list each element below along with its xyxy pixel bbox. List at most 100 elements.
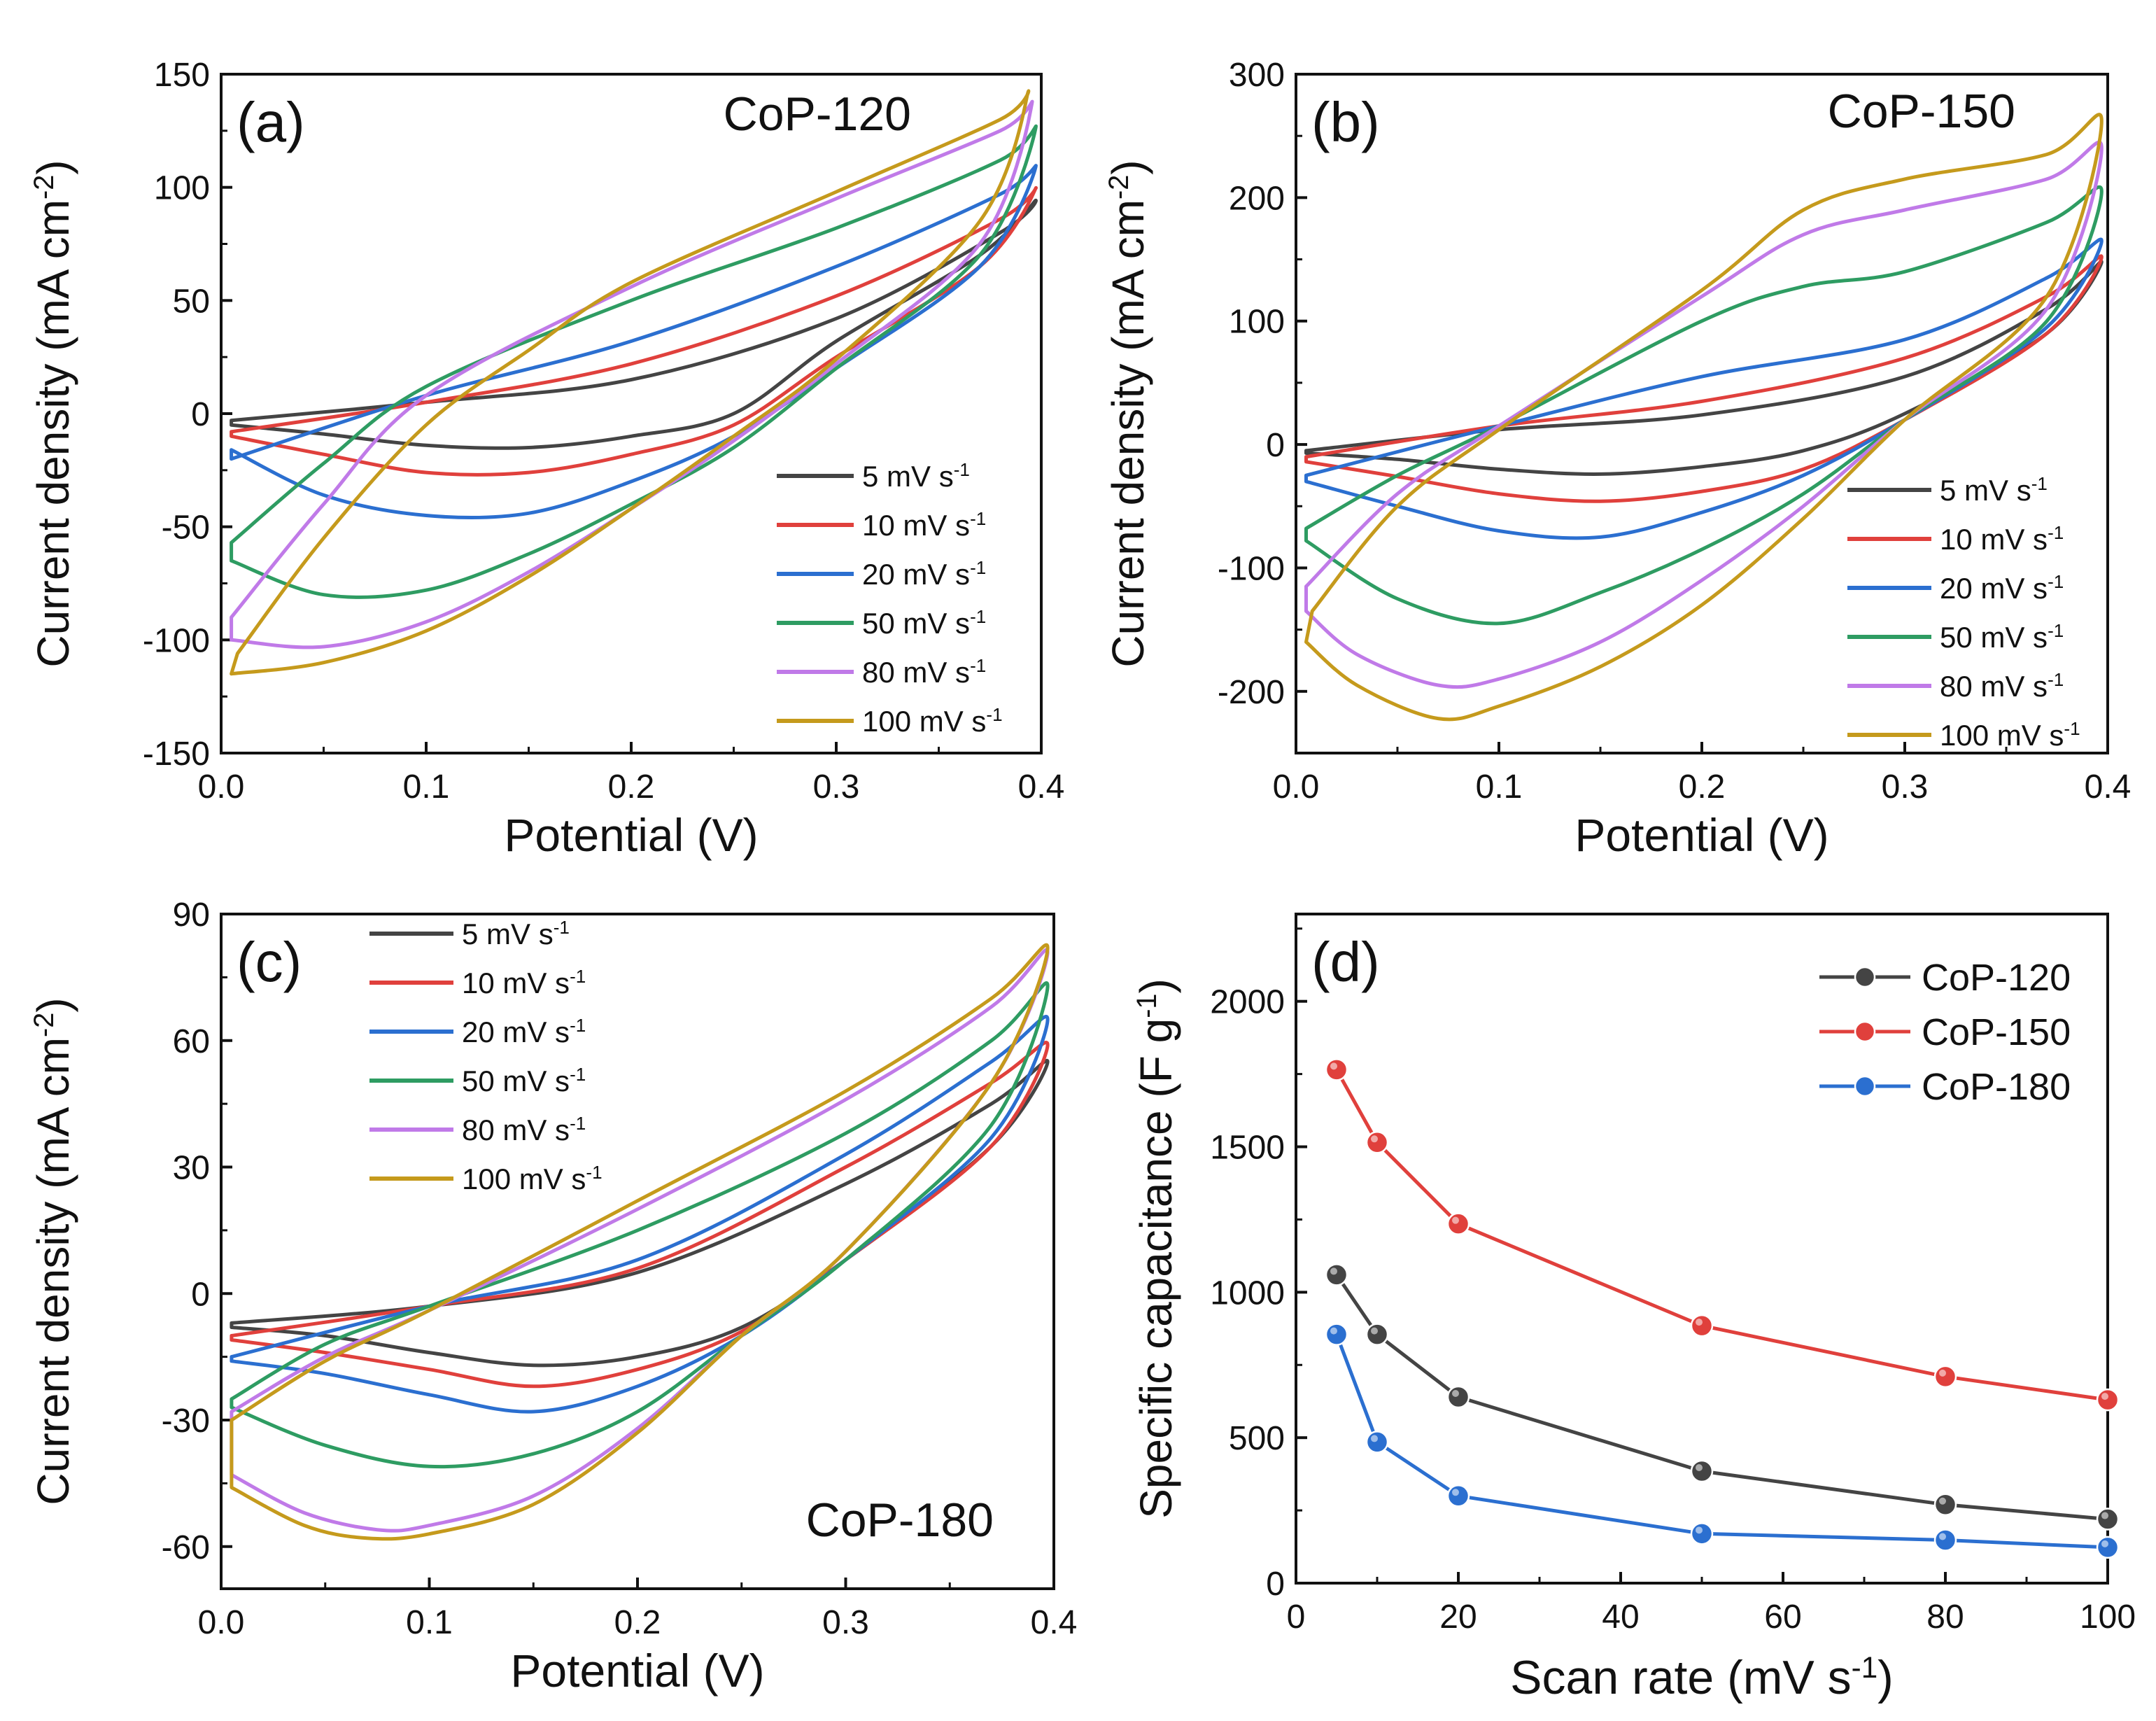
- data-point: [1446, 1385, 1470, 1409]
- legend-label: 100 mV s-1: [462, 1162, 603, 1195]
- cv-curve-10-mV-s: [230, 1041, 1050, 1389]
- y-axis-label-part: ): [1131, 978, 1181, 993]
- panel-c: 0.0 0.1 0.2 0.3 0.4 -60 -30 0 30 60 90 Potential (V…: [28, 897, 1077, 1697]
- data-point-highlight: [2101, 1512, 2108, 1519]
- legend-label-part: 10 mV s: [1940, 523, 2048, 556]
- y-axis-label: Current density (mA cm-2): [28, 160, 78, 667]
- data-point: [1446, 1212, 1470, 1235]
- x-axis-label: Scan rate (mV s-1): [1510, 1651, 1894, 1705]
- legend-label: 20 mV s-1: [1940, 571, 2064, 605]
- legend-marker: [1854, 1075, 1876, 1097]
- y-axis-label-part: Current density (mA cm: [28, 1037, 78, 1505]
- series-line: [1334, 1333, 2108, 1550]
- x-tick-label: 0.1: [1476, 768, 1523, 806]
- panel-label: (d): [1311, 931, 1380, 993]
- legend-label: 100 mV s-1: [1940, 718, 2080, 752]
- data-point: [1690, 1459, 1714, 1483]
- legend-label: 10 mV s-1: [862, 508, 986, 542]
- legend-label-superscript: -1: [2031, 473, 2048, 494]
- y-tick-label: 1000: [1210, 1274, 1285, 1312]
- data-point-highlight: [1330, 1267, 1337, 1275]
- data-point-highlight: [1696, 1319, 1703, 1326]
- cv-curve-100-mV-s: [230, 943, 1050, 1541]
- data-point: [1933, 1365, 1957, 1389]
- data-point: [1446, 1484, 1470, 1508]
- y-tick-label: 60: [173, 1023, 210, 1060]
- data-point: [1365, 1131, 1389, 1154]
- x-axis-label: Potential (V): [504, 809, 758, 861]
- x-tick-label: 20: [1439, 1599, 1477, 1636]
- x-tick-label: 0.1: [403, 768, 450, 806]
- legend-label: 20 mV s-1: [862, 557, 986, 591]
- cv-curve-20-mV-s: [230, 164, 1038, 520]
- legend-label-superscript: -1: [586, 1162, 602, 1183]
- x-tick-label: 0.3: [1882, 768, 1929, 806]
- legend-label-part: 5 mV s: [862, 460, 954, 493]
- data-point-highlight: [1452, 1216, 1459, 1224]
- legend-label-part: 50 mV s: [862, 607, 970, 640]
- cv-curve-20-mV-s: [230, 1015, 1050, 1414]
- legend-label-superscript: -1: [570, 966, 586, 987]
- x-axis-label: Potential (V): [510, 1645, 764, 1697]
- legend-marker: [1854, 966, 1876, 988]
- cv-curve-100-mV-s: [230, 89, 1031, 676]
- legend-label: 80 mV s-1: [1940, 669, 2064, 703]
- x-tick-label: 0.1: [406, 1604, 453, 1641]
- legend-label-superscript: -1: [570, 1064, 586, 1085]
- y-axis-label-superscript: -2: [29, 1013, 59, 1037]
- y-axis-label-part: ): [1103, 160, 1153, 174]
- x-axis-label-part: Scan rate (mV s: [1510, 1651, 1852, 1704]
- y-tick-label: 0: [191, 1276, 210, 1313]
- legend-marker: [1854, 1020, 1876, 1043]
- legend-label-part: 80 mV s: [462, 1114, 570, 1146]
- cv-curve-50-mV-s: [1304, 185, 2104, 626]
- legend-label: 10 mV s-1: [462, 966, 586, 999]
- legend-label-superscript: -1: [970, 508, 986, 529]
- legend-label-part: 20 mV s: [462, 1016, 570, 1048]
- data-point-highlight: [1939, 1369, 1946, 1377]
- y-axis-label-superscript: -1: [1132, 994, 1162, 1018]
- legend-label: 5 mV s-1: [462, 917, 570, 950]
- legend-label: 5 mV s-1: [862, 459, 970, 493]
- legend-label-part: 50 mV s: [1940, 621, 2048, 654]
- cv-curve-100-mV-s: [1304, 113, 2104, 722]
- legend-label-superscript: -1: [2048, 522, 2064, 543]
- y-axis-label-part: Current density (mA cm: [28, 199, 78, 668]
- data-point: [1365, 1323, 1389, 1346]
- cv-curve-80-mV-s: [230, 948, 1050, 1533]
- y-tick-label: 100: [154, 170, 210, 207]
- cv-curve-80-mV-s: [230, 99, 1034, 649]
- legend-label: 20 mV s-1: [462, 1015, 586, 1048]
- x-axis-label: Potential (V): [1574, 809, 1829, 861]
- x-tick-label: 0.2: [614, 1604, 661, 1641]
- legend-label-superscript: -1: [554, 917, 570, 938]
- cv-curve-5-mV-s: [230, 198, 1038, 450]
- x-tick-label: 0.0: [198, 1604, 245, 1641]
- legend-label-part: 5 mV s: [462, 918, 554, 950]
- x-tick-label: 0.4: [1031, 1604, 1078, 1641]
- sample-label: CoP-150: [1828, 85, 2015, 138]
- legend-label-superscript: -1: [970, 655, 986, 676]
- data-point-highlight: [1330, 1327, 1337, 1335]
- legend-label: CoP-120: [1922, 957, 2071, 999]
- legend-label: 50 mV s-1: [1940, 620, 2064, 654]
- y-axis-label-part: ): [28, 997, 78, 1012]
- cv-curve-10-mV-s: [230, 186, 1038, 477]
- sample-label: CoP-120: [724, 87, 911, 141]
- cv-curve-20-mV-s: [1304, 237, 2104, 540]
- data-point-highlight: [1371, 1327, 1378, 1335]
- x-tick-label: 0.3: [813, 768, 860, 806]
- data-point: [2096, 1508, 2120, 1531]
- y-axis-label-superscript: -2: [1104, 175, 1134, 199]
- y-axis-label: Current density (mA cm-2): [1103, 160, 1153, 667]
- series-line: [1334, 1273, 2108, 1522]
- y-tick-label: 0: [1266, 1566, 1285, 1603]
- y-tick-label: 1500: [1210, 1130, 1285, 1167]
- legend-label-superscript: -1: [954, 459, 970, 480]
- plot-frame: [220, 913, 1055, 1590]
- data-point-highlight: [1939, 1533, 1946, 1540]
- cv-curves: [230, 943, 1050, 1541]
- y-tick-label: -30: [162, 1403, 210, 1440]
- legend-label-superscript: -1: [570, 1015, 586, 1036]
